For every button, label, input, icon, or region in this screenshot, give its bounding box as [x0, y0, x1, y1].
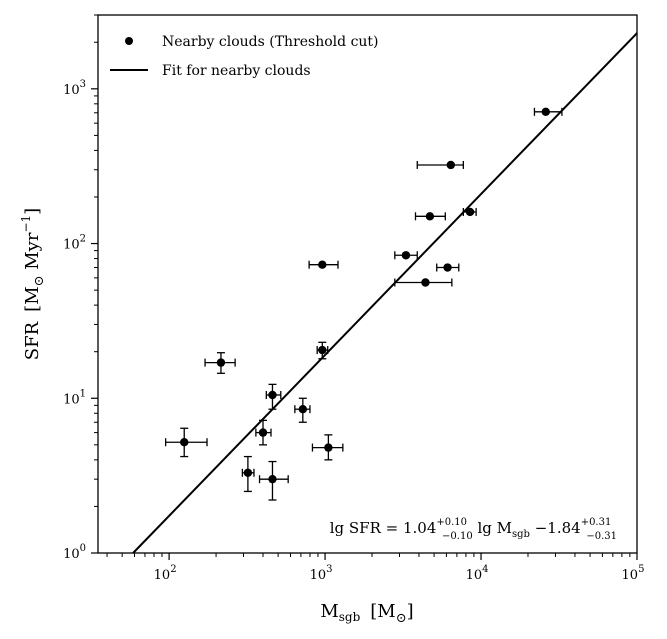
point-marker — [421, 278, 430, 287]
data-point — [164, 427, 208, 458]
data-point — [533, 107, 563, 117]
point-marker — [243, 468, 253, 477]
point-marker — [324, 443, 333, 452]
point-marker — [425, 212, 435, 221]
point-marker — [446, 160, 456, 170]
y-tick-label: 101 — [63, 388, 86, 407]
fit-eq-mid: lg M — [473, 519, 512, 537]
data-point — [308, 260, 339, 269]
fit-eq-prefix: lg SFR = 1.04 — [330, 519, 437, 537]
y-axis-label-unit-sym: ⊙ — [32, 275, 47, 286]
fit-eq-slope-up: +0.10 — [436, 517, 467, 528]
point-marker — [258, 428, 268, 437]
point-marker — [216, 358, 226, 367]
data-point — [436, 263, 460, 272]
fit-eq-int-up: +0.31 — [581, 517, 612, 528]
point-marker — [443, 263, 452, 272]
y-axis-label-base: SFR — [22, 321, 43, 360]
data-point — [311, 434, 344, 461]
y-axis-label-unit-open: [M — [22, 286, 43, 311]
x-axis-label-unit-close: ] — [407, 601, 414, 622]
plot-background — [98, 15, 637, 553]
y-tick-label: 100 — [63, 543, 86, 562]
legend-marker-dot — [125, 37, 133, 45]
fit-layer — [132, 32, 638, 554]
x-tick-label: 105 — [622, 564, 645, 583]
y-axis-label-unit-close: ] — [22, 208, 43, 215]
data-point — [414, 212, 446, 221]
data-point — [394, 278, 453, 287]
data-point — [265, 383, 282, 410]
point-marker — [401, 251, 411, 260]
x-axis-label-unit-open: [M — [370, 601, 395, 622]
data-point — [416, 160, 464, 170]
x-tick-label: 104 — [466, 564, 489, 583]
data-point — [204, 352, 236, 374]
point-marker — [318, 345, 327, 355]
point-marker — [318, 260, 327, 269]
plot-frame — [97, 14, 638, 554]
ticks-layer: 102 103 104 105 100 101 102 103 — [63, 14, 645, 583]
data-point — [255, 419, 272, 446]
x-axis-label: Msgb [M⊙] — [320, 601, 413, 626]
y-tick-label: 102 — [63, 234, 86, 253]
points-layer — [164, 107, 563, 501]
legend-label-points: Nearby clouds (Threshold cut) — [162, 34, 379, 50]
fit-eq-int-dn: −0.31 — [586, 531, 617, 542]
legend: Nearby clouds (Threshold cut) Fit for ne… — [110, 34, 379, 79]
x-tick-label: 102 — [154, 564, 177, 583]
point-marker — [268, 390, 277, 400]
fit-equation: lg SFR = 1.04+0.10 −0.10 lg Msgb −1.84+0.… — [330, 517, 617, 542]
x-tick-label: 103 — [310, 564, 333, 583]
data-point — [241, 455, 255, 493]
x-axis-label-base: M — [320, 601, 338, 622]
y-axis-label-unit-sup: −1 — [19, 215, 33, 233]
x-axis-label-unit-sym: ⊙ — [396, 611, 407, 626]
fit-eq-sub: sgb — [512, 529, 530, 540]
point-marker — [465, 207, 475, 217]
point-marker — [541, 107, 550, 117]
fit-eq-mid2: −1.84 — [530, 519, 581, 537]
data-point — [258, 460, 289, 501]
y-tick-label: 103 — [63, 79, 86, 98]
point-marker — [298, 404, 308, 414]
data-point — [316, 341, 329, 360]
legend-label-fit: Fit for nearby clouds — [162, 63, 311, 79]
data-point — [294, 397, 311, 423]
fit-eq-slope-dn: −0.10 — [442, 531, 473, 542]
fit-line — [132, 32, 638, 554]
point-marker — [180, 438, 189, 447]
y-axis-label-unit-mid: Myr — [22, 232, 43, 275]
point-marker — [268, 474, 277, 484]
x-axis-label-sub: sgb — [339, 610, 361, 624]
y-axis-label: SFR [M⊙ Myr−1] — [19, 208, 47, 360]
data-point — [394, 251, 418, 260]
data-point — [462, 207, 477, 217]
